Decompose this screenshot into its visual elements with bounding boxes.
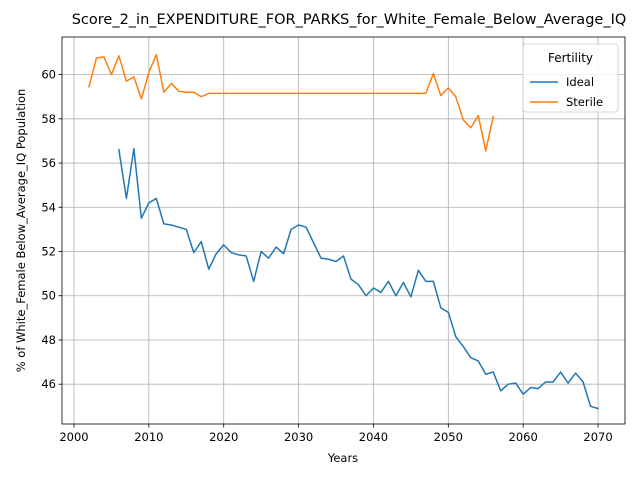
x-tick-label: 2030 xyxy=(284,430,313,444)
y-tick-label: 60 xyxy=(41,68,56,82)
series-lines xyxy=(88,53,599,410)
legend-label-ideal: Ideal xyxy=(566,75,594,89)
legend-title: Fertility xyxy=(548,51,593,65)
x-tick-label: 2070 xyxy=(583,430,612,444)
chart-title: Score_2_in_EXPENDITURE_FOR_PARKS_for_Whi… xyxy=(72,12,627,28)
y-tick-label: 58 xyxy=(41,112,56,126)
y-tick-label: 54 xyxy=(41,200,56,214)
x-axis-label: Years xyxy=(327,451,358,465)
x-tick-label: 2020 xyxy=(209,430,238,444)
series-line-ideal xyxy=(118,147,599,410)
grid-lines xyxy=(62,37,625,424)
y-tick-label: 46 xyxy=(41,377,56,391)
y-tick-label: 52 xyxy=(41,245,56,259)
legend-label-sterile: Sterile xyxy=(566,95,603,109)
y-axis-label: % of White_Female Below_Average_IQ Popul… xyxy=(14,89,28,373)
x-axis-ticks: 2000 2010 2020 2030 2040 2050 2060 2070 xyxy=(59,424,613,444)
y-axis-ticks: 46 48 50 52 54 56 58 60 xyxy=(41,68,62,391)
x-tick-label: 2050 xyxy=(434,430,463,444)
y-tick-label: 56 xyxy=(41,156,56,170)
y-tick-label: 48 xyxy=(41,333,56,347)
y-tick-label: 50 xyxy=(41,289,56,303)
x-tick-label: 2010 xyxy=(134,430,163,444)
legend: Fertility Ideal Sterile xyxy=(522,43,619,113)
legend-items: Ideal Sterile xyxy=(530,75,603,109)
legend-box xyxy=(522,43,619,113)
x-tick-label: 2060 xyxy=(509,430,538,444)
x-tick-label: 2000 xyxy=(59,430,88,444)
series-line-sterile xyxy=(88,53,495,152)
x-tick-label: 2040 xyxy=(359,430,388,444)
plot-frame xyxy=(61,36,626,425)
